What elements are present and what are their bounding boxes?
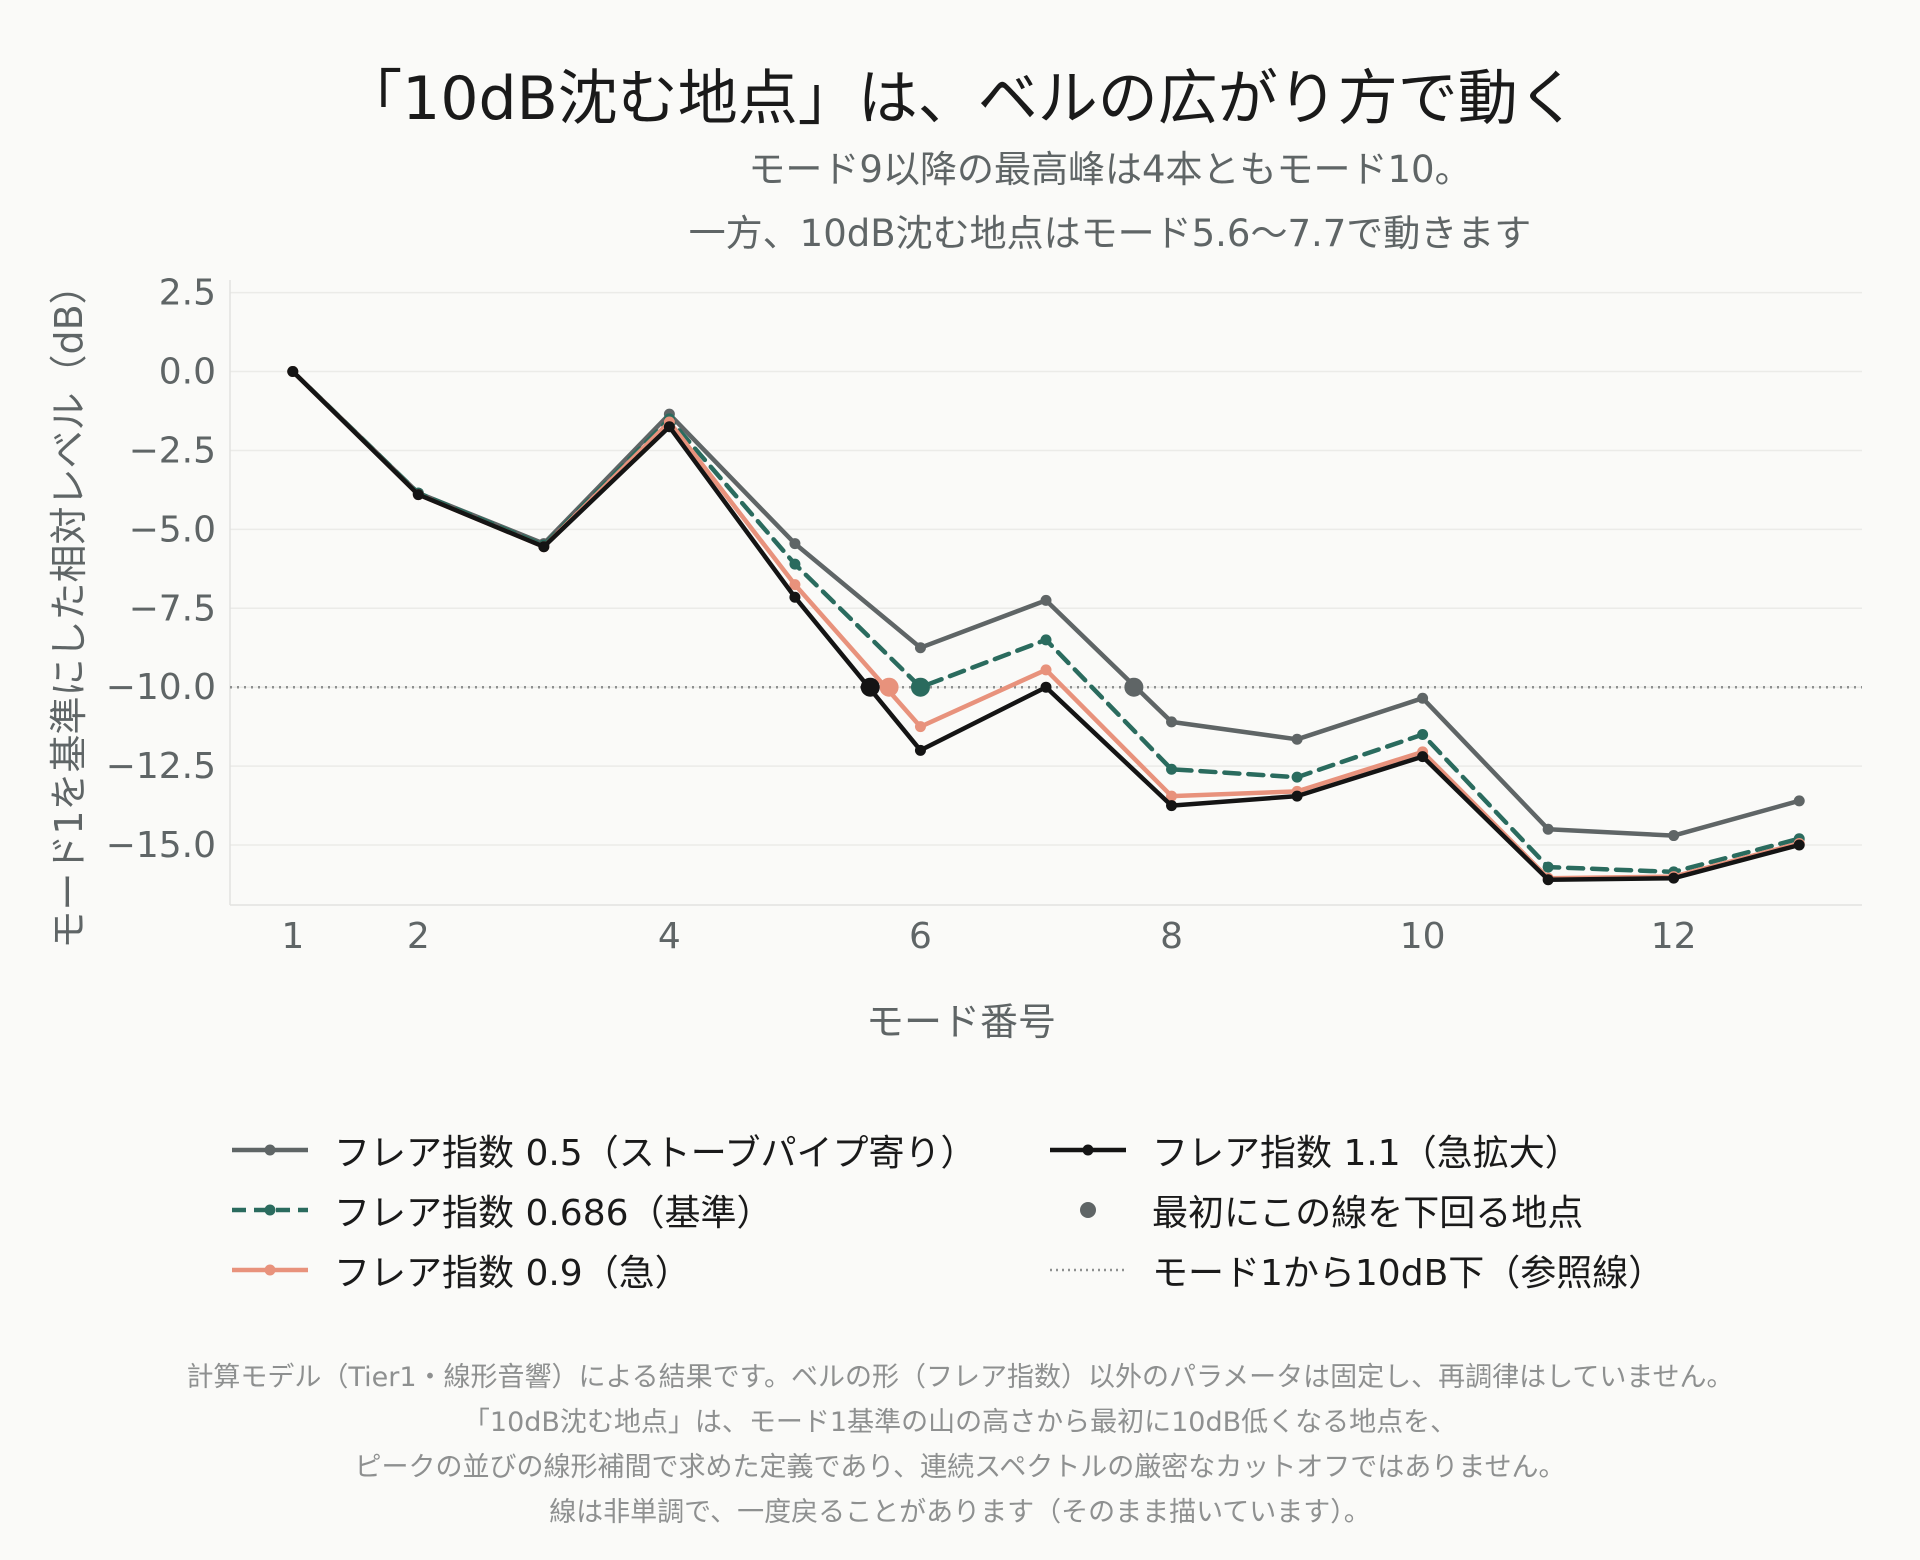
series-0-point [1417, 692, 1429, 704]
series-1-point [1542, 861, 1554, 873]
footnote-line-4: 線は非単調で、一度戻ることがあります（そのまま描いています）。 [549, 1497, 1371, 1528]
series-2-point [914, 721, 926, 733]
crossing-marker-2 [879, 677, 899, 697]
series-3-point [287, 366, 299, 378]
footnote-line-3: ピークの並びの線形補間で求めた定義であり、連続スペクトルの厳密なカットオフではあ… [354, 1452, 1566, 1483]
series-3-point [1291, 790, 1303, 802]
footnote-line-1: 計算モデル（Tier1・線形音響）による結果です。ベルの形（フレア指数）以外のパ… [186, 1362, 1734, 1393]
series-3-point [1793, 839, 1805, 851]
legend-label: フレア指数 0.9（急） [334, 1253, 691, 1294]
legend-label: モード1から10dB下（参照線） [1152, 1253, 1665, 1294]
series-1-point [1040, 634, 1052, 646]
series-line-1 [290, 369, 1802, 875]
y-tick-label: −2.5 [129, 430, 216, 471]
series-line-2 [290, 369, 1802, 881]
chart-subtitle: モード9以降の最高峰は4本ともモード10。 一方、10dB沈む地点はモード5.6… [480, 138, 1740, 266]
series-3-point [1166, 800, 1178, 812]
subtitle-line-2: 一方、10dB沈む地点はモード5.6〜7.7で動きます [688, 212, 1532, 255]
crossing-marker-0 [1124, 677, 1144, 697]
series-3-point [663, 421, 675, 433]
series-3-point [1542, 874, 1554, 886]
y-tick-label: 0.0 [159, 352, 216, 393]
y-tick-label: −5.0 [129, 509, 216, 550]
series-0-point [914, 642, 926, 654]
series-0-point [1668, 830, 1680, 842]
series-3-point [1668, 872, 1680, 884]
series-0-point [1166, 716, 1178, 728]
x-tick-label: 4 [658, 916, 681, 957]
x-tick-label: 12 [1651, 916, 1697, 957]
legend-item-3: 最初にこの線を下回る地点 [1048, 1180, 1583, 1240]
y-axis-label: モード1を基準にした相対レベル（dB） [47, 266, 91, 948]
series-1-point [1166, 763, 1178, 775]
legend-swatch [232, 1204, 308, 1216]
series-0-point [1291, 733, 1303, 745]
legend-item-0: フレア指数 0.5（ストーブパイプ寄り） [230, 1120, 977, 1180]
subtitle-line-1: モード9以降の最高峰は4本ともモード10。 [748, 148, 1472, 191]
legend: フレア指数 0.5（ストーブパイプ寄り） フレア指数 1.1（急拡大） フレア指数 … [0, 1120, 1920, 1310]
line-chart: 2.50.0−2.5−5.0−7.5−10.0−12.5−15.01 2 4 6 8 10… [47, 266, 1862, 1044]
y-tick-label: −12.5 [106, 746, 216, 787]
series-3-point [1417, 751, 1429, 763]
chart-title: 「10dB沈む地点」は、ベルの広がり方で動く [342, 64, 1578, 134]
y-tick-label: −15.0 [106, 825, 216, 866]
legend-item-1: フレア指数 1.1（急拡大） [1048, 1120, 1581, 1180]
footnote: 計算モデル（Tier1・線形音響）による結果です。ベルの形（フレア指数）以外のパ… [0, 1355, 1920, 1535]
y-tick-label: −7.5 [129, 588, 216, 629]
x-tick-label: 6 [909, 916, 932, 957]
series-0-point [789, 538, 801, 550]
legend-label: フレア指数 0.686（基準） [334, 1193, 773, 1234]
legend-label: 最初にこの線を下回る地点 [1152, 1193, 1584, 1234]
series-1-point [1291, 771, 1303, 783]
legend-label: フレア指数 1.1（急拡大） [1152, 1133, 1581, 1174]
legend-swatch [232, 1144, 308, 1156]
series-1-point [1417, 729, 1429, 741]
series-3-point [538, 541, 550, 553]
series-0-point [1040, 594, 1052, 606]
x-tick-label: 10 [1400, 916, 1446, 957]
y-tick-label: −10.0 [106, 667, 216, 708]
series-3-point [1040, 681, 1052, 693]
y-tick-label: 2.5 [159, 273, 216, 314]
legend-item-2: フレア指数 0.686（基準） [230, 1180, 773, 1240]
series-2-point [1166, 790, 1178, 802]
x-tick-label: 2 [407, 916, 430, 957]
legend-item-5: モード1から10dB下（参照線） [1048, 1240, 1664, 1300]
legend-swatch [1050, 1268, 1126, 1272]
series-2-point [1040, 664, 1052, 676]
x-axis-label: モード番号 [866, 1000, 1056, 1044]
series-0-point [1793, 795, 1805, 807]
crossing-marker-1 [910, 677, 930, 697]
legend-item-4: フレア指数 0.9（急） [230, 1240, 691, 1300]
legend-swatch [1050, 1144, 1126, 1156]
crossing-marker-3 [860, 677, 880, 697]
footnote-line-2: 「10dB沈む地点」は、モード1基準の山の高さから最初に10dB低くなる地点を、 [462, 1407, 1458, 1438]
series-1-point [789, 558, 801, 570]
legend-label: フレア指数 0.5（ストーブパイプ寄り） [334, 1133, 977, 1174]
legend-swatch [232, 1264, 308, 1276]
series-3-point [412, 489, 424, 501]
series-3-point [914, 744, 926, 756]
series-2-point [789, 579, 801, 591]
series-0-point [1542, 823, 1554, 835]
x-tick-label: 1 [281, 916, 304, 957]
legend-swatch [1080, 1202, 1096, 1218]
x-tick-label: 8 [1160, 916, 1183, 957]
series-3-point [789, 591, 801, 603]
series-line-3 [290, 369, 1802, 882]
